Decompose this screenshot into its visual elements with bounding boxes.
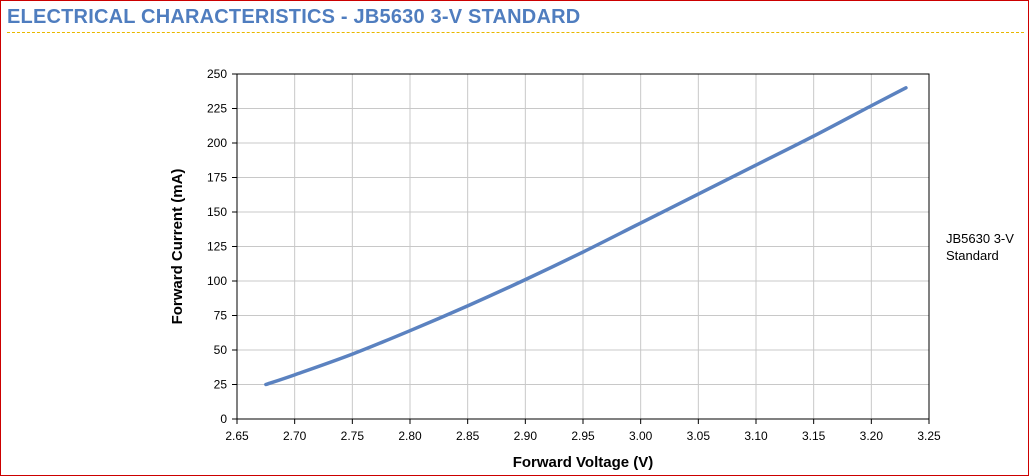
x-axis-ticks: 2.65 2.70 2.75 2.80 2.85 2.90 2.95 3.00 3.05 3.10… xyxy=(225,419,941,443)
y-tick-label: 75 xyxy=(214,309,228,323)
x-tick-label: 3.00 xyxy=(629,429,653,443)
y-axis-title: Forward Current (mA) xyxy=(169,169,186,325)
x-tick-label: 2.85 xyxy=(456,429,480,443)
series-group xyxy=(264,86,908,387)
y-tick-label: 125 xyxy=(207,240,227,254)
x-tick-label: 2.80 xyxy=(398,429,422,443)
y-tick-label: 225 xyxy=(207,102,227,116)
y-axis-ticks: 0 25 50 75 100 125 150 175 200 225 250 xyxy=(207,67,237,426)
legend-text-line: Standard xyxy=(946,248,999,263)
series-line xyxy=(264,86,908,387)
y-tick-label: 175 xyxy=(207,171,227,185)
y-tick-label: 150 xyxy=(207,205,227,219)
x-tick-label: 2.75 xyxy=(341,429,365,443)
legend-entry: JB5630 3-V Standard xyxy=(946,231,1014,263)
x-tick-label: 2.65 xyxy=(225,429,249,443)
y-tick-label: 100 xyxy=(207,274,227,288)
page-title: ELECTRICAL CHARACTERISTICS - JB5630 3-V … xyxy=(7,6,581,28)
x-tick-label: 3.05 xyxy=(687,429,711,443)
y-tick-label: 0 xyxy=(220,412,227,426)
x-tick-label: 2.70 xyxy=(283,429,307,443)
y-tick-label: 200 xyxy=(207,136,227,150)
legend-text-line: JB5630 3-V xyxy=(946,231,1014,246)
x-axis-title: Forward Voltage (V) xyxy=(513,454,654,471)
x-tick-label: 3.10 xyxy=(744,429,768,443)
x-tick-label: 3.25 xyxy=(917,429,941,443)
y-tick-label: 250 xyxy=(207,67,227,81)
x-tick-label: 2.90 xyxy=(514,429,538,443)
page-header: ELECTRICAL CHARACTERISTICS - JB5630 3-V … xyxy=(7,3,1024,33)
grid-lines xyxy=(236,73,930,420)
y-tick-label: 25 xyxy=(214,378,228,392)
x-tick-label: 3.20 xyxy=(860,429,884,443)
x-tick-label: 3.15 xyxy=(802,429,826,443)
x-tick-label: 2.95 xyxy=(571,429,595,443)
title-divider xyxy=(7,32,1024,33)
y-tick-label: 50 xyxy=(214,343,228,357)
